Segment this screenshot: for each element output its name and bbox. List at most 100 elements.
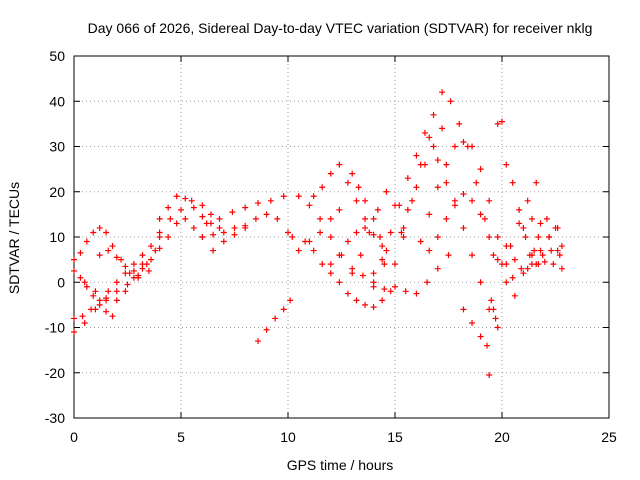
data-point xyxy=(443,179,450,186)
series-arc-06 xyxy=(96,247,137,274)
data-point xyxy=(430,111,437,118)
data-point xyxy=(558,243,565,250)
y-tick-label: -30 xyxy=(45,410,65,426)
data-point xyxy=(362,197,369,204)
data-point xyxy=(92,306,99,313)
y-tick-label: 20 xyxy=(49,184,65,200)
data-point xyxy=(199,234,206,240)
data-point xyxy=(477,279,484,286)
data-point xyxy=(499,261,505,268)
data-point xyxy=(546,234,553,240)
data-point xyxy=(105,247,112,254)
data-point xyxy=(220,238,227,245)
data-point xyxy=(421,129,428,136)
data-point xyxy=(524,197,531,204)
data-point xyxy=(319,261,326,268)
data-point xyxy=(490,252,497,259)
data-point xyxy=(210,231,217,238)
data-point xyxy=(188,197,195,204)
data-point xyxy=(556,252,563,259)
data-point xyxy=(413,290,420,297)
data-point xyxy=(317,229,324,236)
data-point xyxy=(272,315,279,322)
series-arc-35 xyxy=(520,215,561,254)
data-point xyxy=(400,224,407,231)
data-point xyxy=(374,206,381,213)
data-point xyxy=(319,184,326,191)
data-point xyxy=(252,215,259,222)
data-point xyxy=(118,256,125,263)
data-point xyxy=(182,215,189,222)
series-arc-29 xyxy=(486,372,493,379)
series-arc-23 xyxy=(392,134,493,313)
series-arc-12 xyxy=(210,224,249,254)
data-point xyxy=(520,224,527,231)
data-point xyxy=(336,161,343,168)
data-point xyxy=(71,315,77,322)
data-point xyxy=(156,229,163,236)
x-tick-label: 15 xyxy=(387,429,403,445)
data-point xyxy=(289,234,296,240)
data-point xyxy=(152,247,159,254)
data-point xyxy=(469,319,476,326)
series-arc-37 xyxy=(531,247,563,259)
data-point xyxy=(327,234,334,240)
data-point xyxy=(207,211,214,218)
data-point xyxy=(443,215,450,222)
series-arc-32 xyxy=(499,179,540,268)
data-point xyxy=(113,279,120,286)
data-point xyxy=(280,193,287,200)
series-arc-16 xyxy=(310,161,369,222)
data-point xyxy=(229,209,236,216)
data-point xyxy=(310,193,317,200)
data-point xyxy=(387,229,394,236)
y-tick-label: 40 xyxy=(49,93,65,109)
data-point xyxy=(424,279,431,286)
data-point xyxy=(494,324,501,331)
data-point xyxy=(473,179,480,186)
data-point xyxy=(377,234,384,240)
data-point xyxy=(379,297,386,304)
data-point xyxy=(543,215,550,222)
data-point xyxy=(522,234,529,240)
data-point xyxy=(443,161,450,168)
series-arc-08 xyxy=(156,193,214,227)
y-tick-label: -10 xyxy=(45,320,65,336)
x-tick-label: 5 xyxy=(177,429,185,445)
data-point xyxy=(511,292,518,299)
data-point xyxy=(139,265,146,272)
data-point xyxy=(381,261,388,268)
data-point xyxy=(295,247,302,254)
data-point xyxy=(156,215,163,222)
data-point xyxy=(494,120,501,127)
data-point xyxy=(344,179,351,186)
data-point xyxy=(486,372,493,379)
data-point xyxy=(537,247,544,254)
data-point xyxy=(494,234,501,240)
data-point xyxy=(445,252,452,259)
data-point xyxy=(387,288,394,295)
series-arc-02 xyxy=(71,267,116,320)
data-point xyxy=(486,197,493,204)
data-point xyxy=(524,265,531,272)
data-point xyxy=(83,238,90,245)
data-point xyxy=(477,166,484,173)
series-arc-11 xyxy=(203,193,287,227)
y-axis-label: SDTVAR / TECUs xyxy=(6,182,22,294)
data-point xyxy=(242,204,249,211)
x-axis-label: GPS time / hours xyxy=(287,457,394,473)
data-point xyxy=(366,229,373,236)
data-point xyxy=(90,229,97,236)
data-point xyxy=(460,191,467,198)
data-point xyxy=(210,247,217,254)
data-point xyxy=(71,329,77,336)
data-point xyxy=(434,234,441,240)
data-point xyxy=(190,204,197,211)
grid-lines xyxy=(74,56,609,418)
data-point xyxy=(503,161,510,168)
data-point xyxy=(516,206,523,213)
data-point xyxy=(327,215,334,222)
data-point xyxy=(81,319,88,326)
data-point xyxy=(370,231,377,238)
series-arc-14 xyxy=(295,206,343,254)
